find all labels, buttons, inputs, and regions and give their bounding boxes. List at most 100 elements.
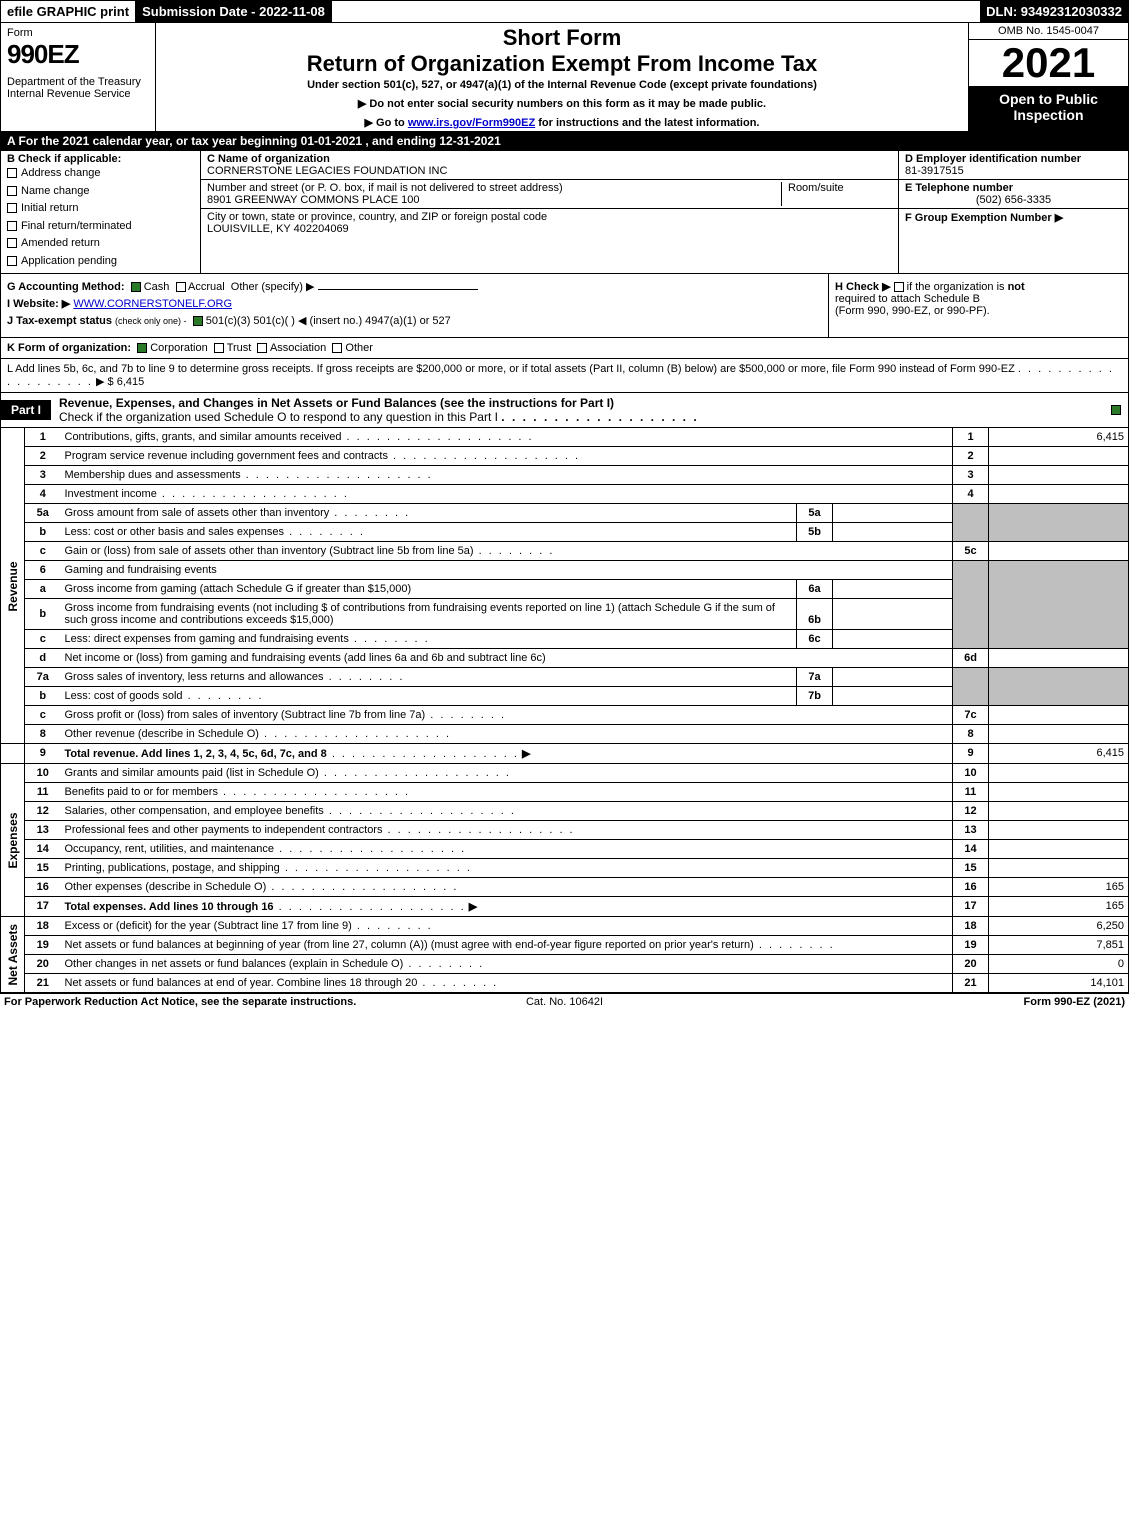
dln-label: DLN: 93492312030332 — [980, 1, 1128, 22]
part-i-check-line: Check if the organization used Schedule … — [59, 410, 498, 424]
expenses-table: Expenses 10 Grants and similar amounts p… — [0, 764, 1129, 917]
line-val: 6,415 — [989, 428, 1129, 447]
k-label: K Form of organization: — [7, 342, 131, 354]
subtitle: Under section 501(c), 527, or 4947(a)(1)… — [162, 79, 962, 91]
line-20: 20 Other changes in net assets or fund b… — [1, 954, 1129, 973]
line-rnum: 8 — [953, 724, 989, 743]
room-suite-label: Room/suite — [788, 182, 892, 194]
line-rnum: 10 — [953, 764, 989, 783]
dots — [183, 690, 264, 702]
line-subnum: 7b — [797, 686, 833, 705]
line-num: 12 — [25, 801, 61, 820]
line-num: 21 — [25, 973, 61, 992]
line-2: 2 Program service revenue including gove… — [1, 446, 1129, 465]
chk-final-return[interactable]: Final return/terminated — [7, 218, 194, 236]
line-desc: Gross income from fundraising events (no… — [65, 602, 328, 614]
line-val: 165 — [989, 896, 1129, 916]
instr-goto: ▶ Go to www.irs.gov/Form990EZ for instru… — [162, 116, 962, 129]
line-val: 7,851 — [989, 935, 1129, 954]
col-b-checkboxes: B Check if applicable: Address change Na… — [1, 151, 201, 273]
checkbox-checked-icon[interactable] — [193, 316, 203, 326]
part-i-checkbox[interactable] — [1104, 404, 1128, 416]
instr-goto-pre: ▶ Go to — [365, 117, 408, 129]
line-num: b — [25, 686, 61, 705]
dots — [157, 488, 349, 500]
line-19: 19 Net assets or fund balances at beginn… — [1, 935, 1129, 954]
line-num: 10 — [25, 764, 61, 783]
line-1: Revenue 1 Contributions, gifts, grants, … — [1, 428, 1129, 447]
line-num: 16 — [25, 877, 61, 896]
l-value: 6,415 — [117, 376, 145, 388]
dots — [274, 843, 466, 855]
line-21: 21 Net assets or fund balances at end of… — [1, 973, 1129, 992]
h-text1: H Check ▶ — [835, 281, 891, 293]
line-rnum: 3 — [953, 465, 989, 484]
checkbox-icon[interactable] — [214, 343, 224, 353]
line-num: d — [25, 648, 61, 667]
line-rnum: 19 — [953, 935, 989, 954]
dept-label: Department of the Treasury Internal Reve… — [7, 76, 149, 100]
line-num: 18 — [25, 917, 61, 936]
chk-amended-return[interactable]: Amended return — [7, 235, 194, 253]
g-accrual: Accrual — [188, 281, 225, 293]
line-val — [989, 801, 1129, 820]
website-link[interactable]: WWW.CORNERSTONELF.ORG — [73, 298, 232, 310]
chk-application-pending[interactable]: Application pending — [7, 253, 194, 271]
line-rnum: 4 — [953, 484, 989, 503]
dots — [280, 862, 472, 874]
section-ghij: G Accounting Method: Cash Accrual Other … — [0, 274, 1129, 338]
efile-label[interactable]: efile GRAPHIC print — [1, 1, 136, 22]
line-num: 7a — [25, 667, 61, 686]
org-addr-row: Number and street (or P. O. box, if mail… — [201, 180, 898, 209]
city-value: LOUISVILLE, KY 402204069 — [207, 223, 892, 235]
checkbox-icon — [7, 256, 17, 266]
irs-link[interactable]: www.irs.gov/Form990EZ — [408, 117, 535, 129]
header-right: OMB No. 1545-0047 2021 Open to Public In… — [968, 23, 1128, 131]
line-val — [989, 858, 1129, 877]
header-left: Form 990EZ Department of the Treasury In… — [1, 23, 156, 131]
j-sub: (check only one) - — [115, 316, 187, 326]
footer-center: Cat. No. 10642I — [378, 996, 752, 1008]
part-i-header: Part I Revenue, Expenses, and Changes in… — [0, 393, 1129, 428]
line-val — [989, 724, 1129, 743]
shaded-cell — [989, 560, 1129, 648]
line-desc: Gross income from gaming (attach Schedul… — [65, 583, 412, 595]
line-rnum: 6d — [953, 648, 989, 667]
line-val: 6,250 — [989, 917, 1129, 936]
telephone-block: E Telephone number (502) 656-3335 — [899, 180, 1128, 209]
line-subnum: 6c — [797, 629, 833, 648]
line-desc: Contributions, gifts, grants, and simila… — [65, 431, 342, 443]
shaded-cell — [953, 667, 989, 705]
line-val — [989, 782, 1129, 801]
checkbox-icon[interactable] — [176, 282, 186, 292]
dots — [274, 901, 466, 913]
checkbox-checked-icon[interactable] — [131, 282, 141, 292]
line-subval — [833, 667, 953, 686]
j-opts: 501(c)(3) 501(c)( ) ◀ (insert no.) 4947(… — [206, 315, 451, 327]
h-text3: required to attach Schedule B — [835, 293, 980, 305]
h-text2: if the organization is — [907, 281, 1005, 293]
col-c-org-info: C Name of organization CORNERSTONE LEGAC… — [201, 151, 898, 273]
checkbox-icon[interactable] — [894, 282, 904, 292]
instr-ssn: ▶ Do not enter social security numbers o… — [162, 97, 962, 110]
line-num: 14 — [25, 839, 61, 858]
dots — [327, 748, 519, 760]
line-val — [989, 705, 1129, 724]
checkbox-icon[interactable] — [332, 343, 342, 353]
dots — [425, 709, 506, 721]
shaded-cell — [953, 560, 989, 648]
line-num: 9 — [25, 743, 61, 763]
shaded-cell — [989, 667, 1129, 705]
section-bcdef: B Check if applicable: Address change Na… — [0, 151, 1129, 274]
line-desc: Excess or (deficit) for the year (Subtra… — [65, 920, 352, 932]
checkbox-checked-icon[interactable] — [137, 343, 147, 353]
dots — [324, 805, 516, 817]
group-exemption-label: F Group Exemption Number ▶ — [905, 212, 1063, 224]
line-rnum: 11 — [953, 782, 989, 801]
chk-address-change[interactable]: Address change — [7, 165, 194, 183]
checkbox-icon[interactable] — [257, 343, 267, 353]
l-text: L Add lines 5b, 6c, and 7b to line 9 to … — [7, 363, 1015, 375]
chk-name-change[interactable]: Name change — [7, 183, 194, 201]
line-7a: 7a Gross sales of inventory, less return… — [1, 667, 1129, 686]
chk-initial-return[interactable]: Initial return — [7, 200, 194, 218]
